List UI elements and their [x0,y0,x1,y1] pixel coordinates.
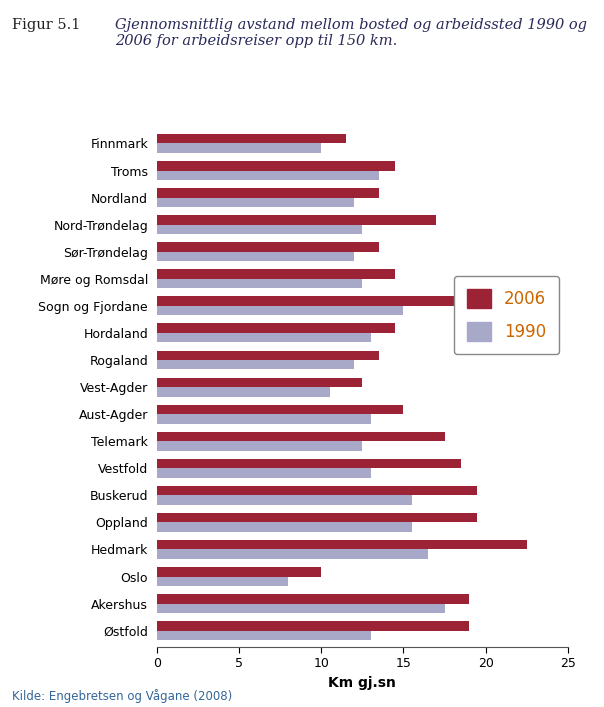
Bar [157,604,445,613]
Bar [157,496,412,505]
Text: Kilde: Engebretsen og Vågane (2008): Kilde: Engebretsen og Vågane (2008) [12,689,233,703]
Bar [157,576,289,586]
Bar [157,279,362,288]
Bar [157,594,469,604]
Bar [157,243,379,252]
Bar [157,378,362,387]
Bar [157,198,354,207]
Bar [157,631,371,640]
Text: Gjennomsnittlig avstand mellom bosted og arbeidssted 1990 og
2006 for arbeidsrei: Gjennomsnittlig avstand mellom bosted og… [115,18,586,48]
Bar [157,351,379,360]
Bar [157,161,395,170]
Bar [157,360,354,370]
Bar [157,621,469,631]
Bar [157,306,403,315]
Bar [157,333,371,342]
Bar [157,513,477,522]
Bar [157,324,395,333]
Bar [157,296,461,306]
Bar [157,134,346,144]
X-axis label: Km gj.sn: Km gj.sn [329,676,396,690]
Bar [157,215,436,225]
Bar [157,144,321,153]
Bar [157,170,379,180]
Bar [157,188,379,198]
Legend: 2006, 1990: 2006, 1990 [454,276,559,354]
Bar [157,269,395,279]
Bar [157,567,321,576]
Bar [157,432,445,441]
Text: Figur 5.1: Figur 5.1 [12,18,80,32]
Bar [157,459,461,468]
Bar [157,404,403,414]
Bar [157,486,477,496]
Bar [157,540,527,549]
Bar [157,387,330,397]
Bar [157,252,354,261]
Bar [157,441,362,450]
Bar [157,225,362,234]
Bar [157,549,428,559]
Bar [157,522,412,532]
Bar [157,414,371,423]
Bar [157,468,371,478]
